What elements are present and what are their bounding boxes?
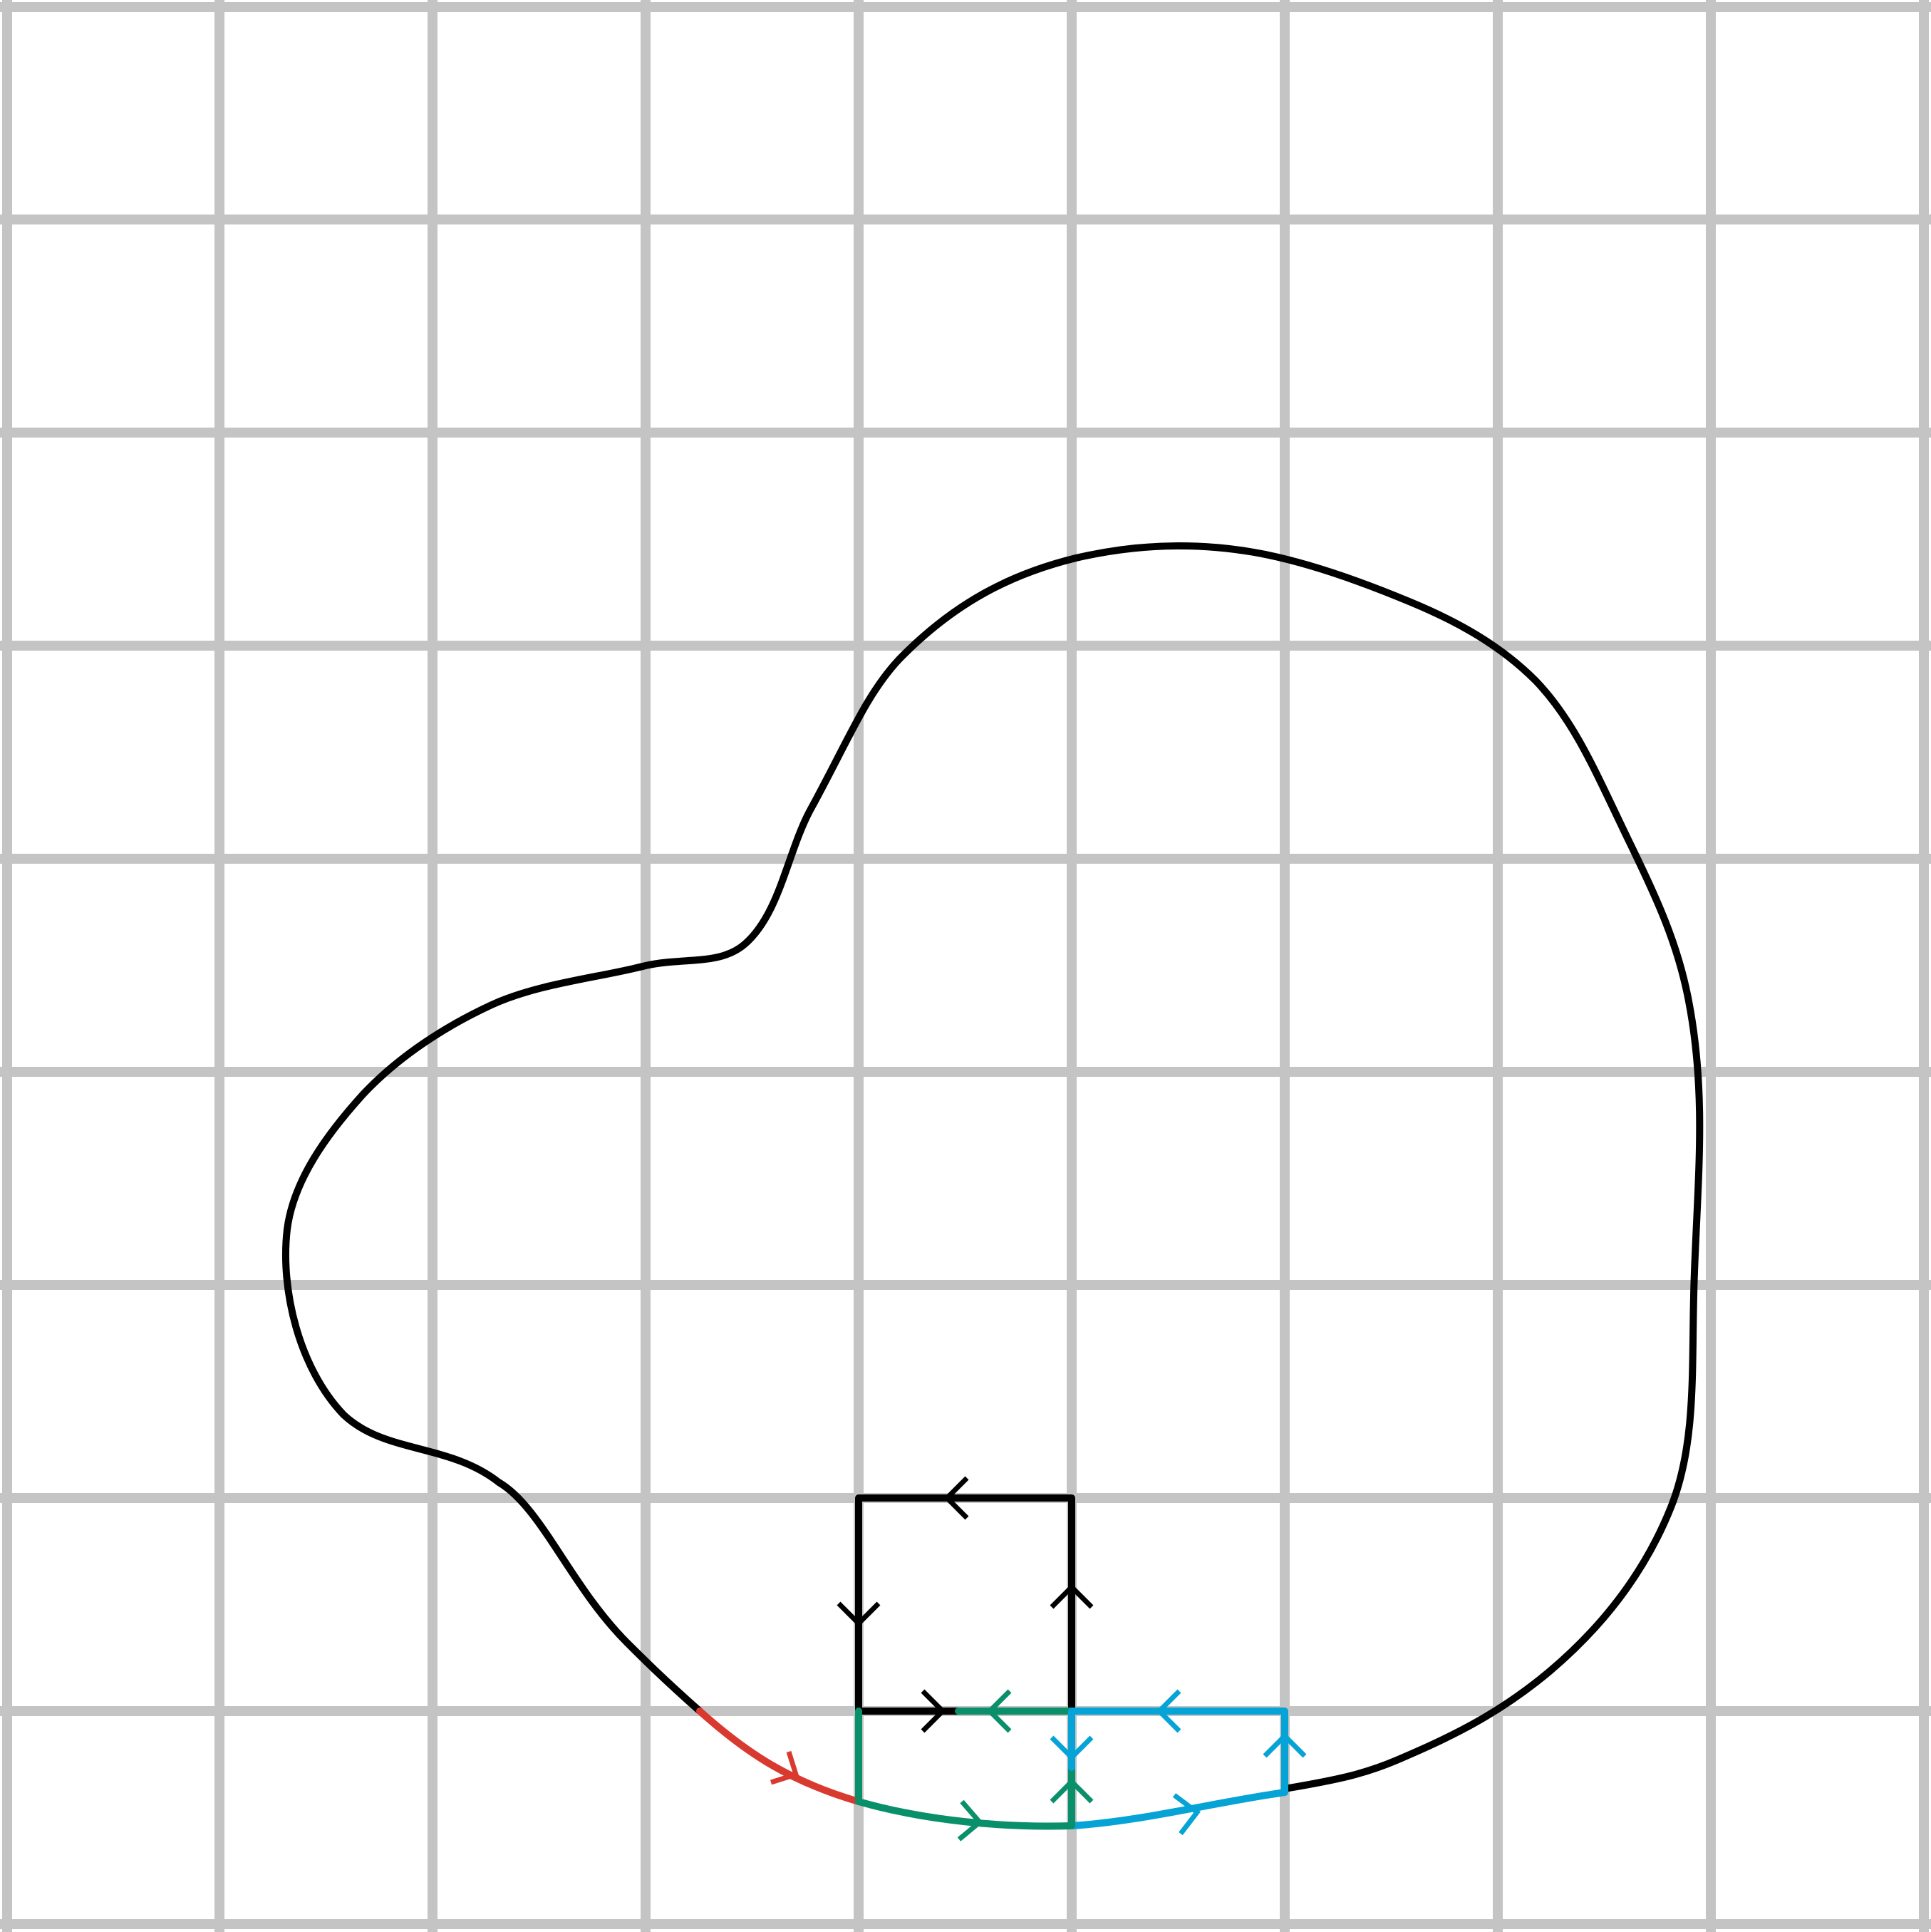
green-right-arrowhead-icon <box>1050 1778 1094 1804</box>
black-top-arrowhead-icon <box>943 1476 969 1520</box>
boundary-red-segment <box>696 1708 862 1805</box>
blue-cell-outline <box>1068 1708 1288 1796</box>
blue-left-arrowhead-icon <box>1050 1735 1094 1761</box>
partial-cell-blue <box>1050 1689 1307 1796</box>
black-right-arrowhead-icon <box>1050 1584 1094 1609</box>
interior-cell-black <box>837 1476 1094 1733</box>
black-left-arrowhead-icon <box>837 1601 881 1627</box>
partial-cell-green <box>855 1689 1094 1829</box>
blue-bottom-arrowhead-icon <box>1172 1793 1201 1836</box>
blue-top-arrowhead-icon <box>1156 1689 1181 1733</box>
boundary-blue-segment <box>1068 1789 1288 1829</box>
boundary-green-segment <box>855 1798 1075 1830</box>
black-cell-outline <box>855 1494 1075 1715</box>
green-top-arrowhead-icon <box>986 1689 1012 1733</box>
blue-right-arrowhead-icon <box>1263 1732 1307 1758</box>
green-bottom-arrowhead-icon <box>957 1799 983 1841</box>
black-bottom-arrowhead-icon <box>921 1689 946 1733</box>
red-arrowhead-icon <box>770 1750 799 1785</box>
region-boundary-curve <box>282 542 1704 1792</box>
